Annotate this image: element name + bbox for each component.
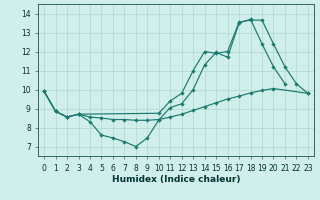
X-axis label: Humidex (Indice chaleur): Humidex (Indice chaleur) [112, 175, 240, 184]
